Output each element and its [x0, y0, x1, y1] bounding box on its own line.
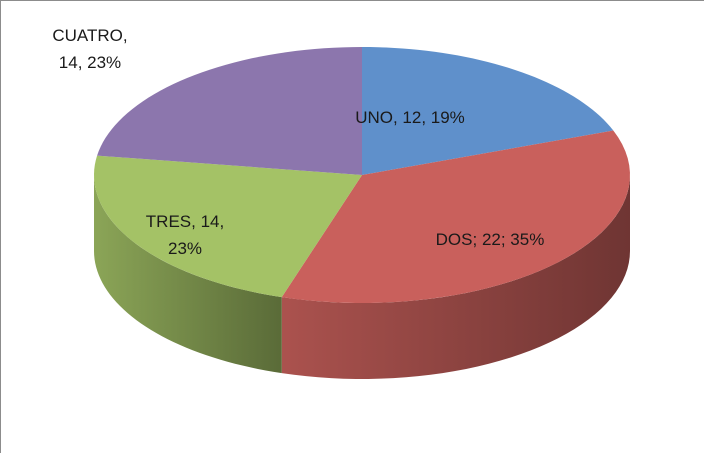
- tops: [94, 47, 630, 303]
- sides: [94, 175, 630, 379]
- data-label: TRES, 14, 23%: [145, 212, 225, 258]
- data-label: CUATRO, 14, 23%: [52, 26, 128, 72]
- slice: [94, 155, 362, 298]
- data-label: DOS; 22; 35%: [435, 230, 545, 249]
- slice: [281, 130, 630, 303]
- slice-side: [281, 175, 630, 379]
- data-label: UNO, 12, 19%: [355, 108, 465, 127]
- slice: [97, 47, 363, 175]
- slice-side: [94, 175, 282, 374]
- slice: [362, 47, 614, 175]
